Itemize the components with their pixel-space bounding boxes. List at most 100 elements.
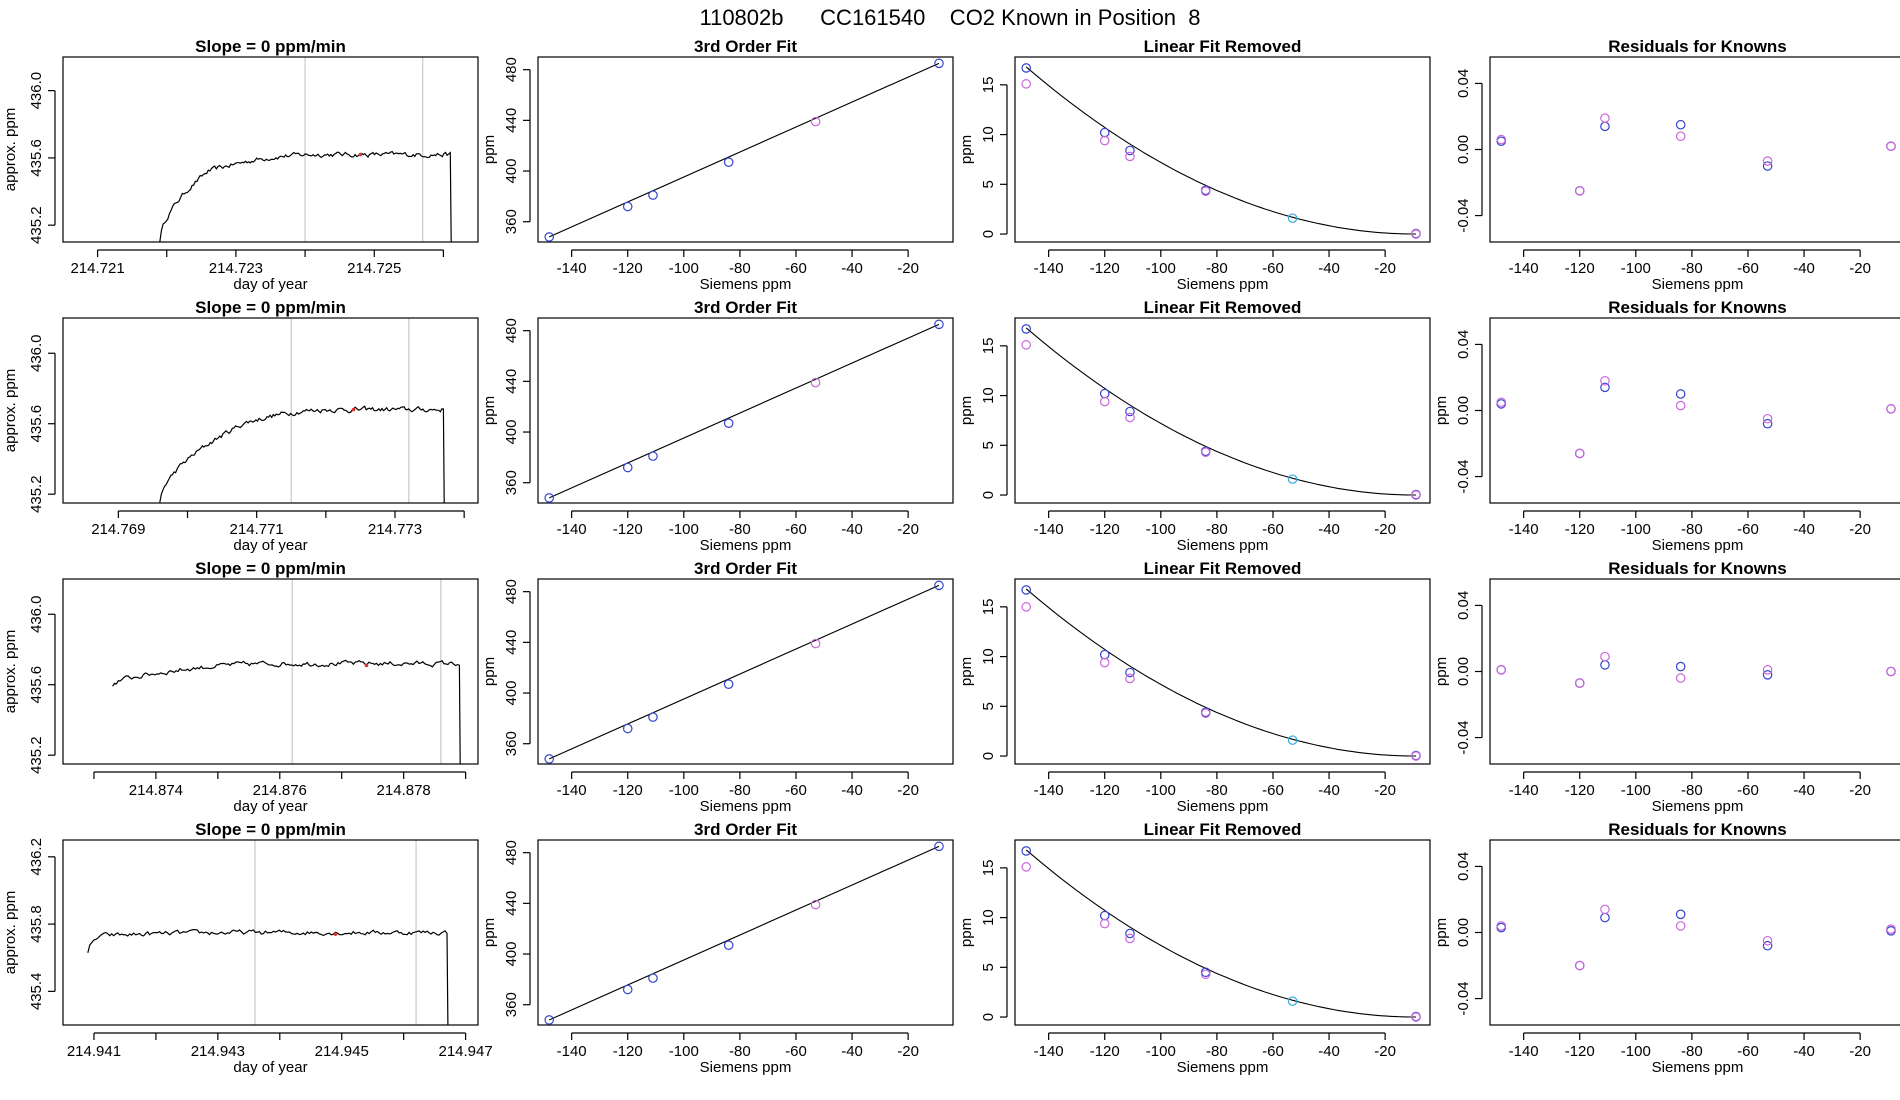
x-tick-label: -120 (1090, 260, 1120, 277)
data-point (1574, 678, 1585, 688)
data-point (1125, 928, 1135, 939)
data-point (1762, 413, 1773, 424)
x-tick-label: -20 (1849, 1043, 1871, 1060)
y-tick-label: 440 (503, 369, 520, 394)
data-point (1021, 602, 1032, 612)
x-tick-label: -40 (841, 260, 863, 277)
panel-trace-row3: Slope = 0 ppm/min 214.874 214.876 214.878 da… (2, 559, 479, 815)
data-point (1496, 921, 1507, 931)
data-point (1125, 933, 1135, 944)
data-point (1411, 229, 1421, 239)
data-point (1574, 185, 1585, 196)
y-tick-label: 0.04 (1455, 69, 1472, 98)
data-point (1125, 673, 1135, 684)
panel-title: Slope = 0 ppm/min (195, 820, 346, 839)
data-point (1886, 666, 1896, 677)
plot-frame (1489, 839, 1900, 1026)
y-tick-label: 440 (503, 108, 520, 133)
x-axis-label: Siemens ppm (1652, 276, 1744, 293)
y-tick-label: 436.0 (28, 72, 45, 110)
y-tick-label: 435.2 (28, 206, 45, 244)
data-point (622, 462, 633, 473)
y-tick-label: 5 (980, 702, 997, 710)
panel-title: 3rd Order Fit (694, 820, 797, 839)
data-point (1496, 397, 1507, 408)
y-tick-label: 0.00 (1455, 918, 1472, 947)
x-tick-label: -120 (1565, 1043, 1595, 1060)
y-tick-label: 15 (980, 860, 997, 877)
data-point (1600, 375, 1610, 386)
plot-frame (537, 317, 954, 504)
x-tick-label: -40 (1793, 521, 1815, 538)
x-axis-label: day of year (233, 798, 307, 815)
data-point (1099, 388, 1110, 399)
x-tick-label: -20 (897, 782, 919, 799)
x-tick-label: -60 (1262, 521, 1284, 538)
x-tick-label: -120 (1565, 260, 1595, 277)
plot-frame (537, 578, 954, 765)
y-tick-label: 440 (503, 891, 520, 916)
panel-resid-row1: Residuals for Knowns -140 -120 -100 -80 -60 -4… (1455, 37, 1900, 293)
data-point (622, 201, 633, 212)
data-point (1762, 665, 1773, 675)
x-tick-label: -20 (1374, 1043, 1396, 1060)
data-point (544, 754, 555, 764)
y-tick-label: 5 (980, 963, 997, 971)
data-point (1600, 651, 1610, 662)
panel-resid-row4: Residuals for Knowns -140 -120 -100 -80 -60 -4… (1433, 820, 1900, 1076)
y-axis-label: ppm (958, 657, 975, 686)
x-tick-label: -120 (613, 1043, 643, 1060)
x-tick-label: -60 (1737, 1043, 1759, 1060)
y-tick-label: 0.00 (1455, 657, 1472, 686)
x-tick-label: -60 (1262, 1043, 1284, 1060)
plot-frame (62, 578, 479, 765)
x-tick-label: -100 (1146, 521, 1176, 538)
data-point (1200, 969, 1211, 980)
x-tick-label: -120 (1565, 782, 1595, 799)
panel-title: 3rd Order Fit (694, 559, 797, 578)
data-point (1675, 389, 1686, 399)
x-axis-label: Siemens ppm (1177, 798, 1269, 815)
y-tick-label: 5 (980, 180, 997, 188)
x-tick-label: -100 (1621, 260, 1651, 277)
data-point (1411, 751, 1421, 761)
data-point (1021, 79, 1032, 89)
data-point (1287, 996, 1298, 1006)
y-tick-label: 440 (503, 630, 520, 655)
data-point (1675, 400, 1686, 411)
x-tick-label: -40 (841, 521, 863, 538)
x-tick-label: -100 (669, 1043, 699, 1060)
x-tick-label: -80 (1681, 521, 1703, 538)
x-axis-label: Siemens ppm (700, 1059, 792, 1076)
fit-line (548, 323, 940, 499)
data-point (1574, 448, 1585, 459)
y-tick-label: -0.04 (1455, 720, 1472, 754)
x-tick-label: -80 (1681, 260, 1703, 277)
x-tick-label: -40 (841, 1043, 863, 1060)
plot-frame (537, 56, 954, 243)
x-tick-label: 214.945 (315, 1043, 369, 1060)
panel-trace-row2: Slope = 0 ppm/min 214.769 214.771 214.773 da… (2, 298, 479, 554)
x-axis-label: Siemens ppm (700, 276, 792, 293)
data-point (1762, 156, 1773, 166)
panel-title: 3rd Order Fit (694, 37, 797, 56)
data-point (1099, 657, 1110, 668)
data-point (1762, 940, 1773, 951)
x-tick-label: -40 (1793, 1043, 1815, 1060)
panel-title: Linear Fit Removed (1144, 37, 1302, 56)
x-tick-label: -120 (1090, 782, 1120, 799)
x-tick-label: -40 (841, 782, 863, 799)
data-point (723, 679, 734, 689)
panel-title: 3rd Order Fit (694, 298, 797, 317)
data-point (1762, 418, 1773, 429)
panel-title: Linear Fit Removed (1144, 820, 1302, 839)
x-tick-label: -60 (785, 521, 807, 538)
y-tick-label: -0.04 (1455, 459, 1472, 493)
plot-frame (1489, 317, 1900, 504)
data-point (622, 723, 633, 734)
x-tick-label: 214.941 (67, 1043, 121, 1060)
y-axis-label: ppm (481, 396, 498, 425)
data-point (1574, 960, 1585, 971)
x-tick-label: -60 (1262, 260, 1284, 277)
x-tick-label: -80 (729, 1043, 751, 1060)
